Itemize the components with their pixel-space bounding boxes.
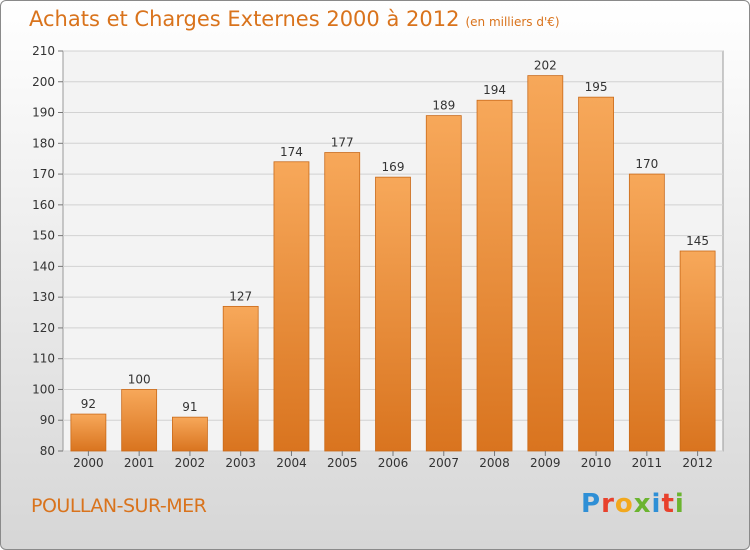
y-tick-label: 130 xyxy=(32,290,55,304)
y-tick-label: 120 xyxy=(32,321,55,335)
y-tick-label: 100 xyxy=(32,382,55,396)
chart-title: Achats et Charges Externes 2000 à 2012 (e… xyxy=(29,7,560,31)
commune-name: POULLAN-SUR-MER xyxy=(31,495,207,517)
y-tick-label: 190 xyxy=(32,106,55,120)
bar xyxy=(578,96,614,452)
logo-letter: i xyxy=(674,489,685,519)
x-tick-label: 2004 xyxy=(276,456,307,470)
data-label: 100 xyxy=(128,372,151,386)
bar xyxy=(679,250,716,452)
data-label: 189 xyxy=(432,99,455,113)
data-label: 91 xyxy=(182,400,197,414)
y-tick-label: 110 xyxy=(32,352,55,366)
x-tick-label: 2008 xyxy=(479,456,510,470)
bar xyxy=(273,161,310,452)
bar xyxy=(425,115,462,452)
x-tick-label: 2007 xyxy=(428,456,459,470)
x-tick-label: 2005 xyxy=(327,456,358,470)
y-tick-label: 150 xyxy=(32,229,55,243)
data-label: 177 xyxy=(331,136,354,150)
x-axis-labels: 2000 2001 2002 2003 2004 2005 2006 2007 2008 2009… xyxy=(73,451,713,470)
x-tick-label: 2010 xyxy=(581,456,612,470)
data-label: 174 xyxy=(280,145,303,159)
proxiti-logo: Proxiti xyxy=(581,489,685,519)
logo-letter: t xyxy=(661,489,675,519)
data-label: 92 xyxy=(81,397,96,411)
y-tick-label: 80 xyxy=(40,444,55,458)
logo-letter: o xyxy=(614,489,634,519)
data-label: 145 xyxy=(686,234,709,248)
x-tick-label: 2006 xyxy=(378,456,409,470)
bar xyxy=(70,413,107,452)
chart-unit: (en milliers d'€) xyxy=(465,15,560,29)
data-label: 170 xyxy=(635,157,658,171)
y-tick-label: 90 xyxy=(40,413,55,427)
x-tick-label: 2000 xyxy=(73,456,104,470)
x-tick-label: 2012 xyxy=(682,456,713,470)
data-label: 169 xyxy=(382,160,405,174)
x-tick-label: 2011 xyxy=(632,456,663,470)
y-axis-labels: 80 90 100 110 120 130 140 150 160 170 180 190 200 210 xyxy=(32,44,55,458)
x-tick-label: 2003 xyxy=(225,456,256,470)
value-labels: 92 100 91 127 174 177 169 189 194 202 195 170 145 xyxy=(81,59,709,415)
y-tick-label: 160 xyxy=(32,198,55,212)
bar xyxy=(121,389,158,452)
y-tick-label: 140 xyxy=(32,259,55,273)
y-tick-label: 200 xyxy=(32,75,55,89)
chart-title-text: Achats et Charges Externes 2000 à 2012 xyxy=(29,7,460,31)
bar xyxy=(375,176,411,452)
y-tick-label: 210 xyxy=(32,44,55,58)
bar xyxy=(172,416,208,452)
bar xyxy=(222,305,259,452)
bar xyxy=(324,152,361,452)
logo-letter: x xyxy=(633,489,652,519)
data-label: 194 xyxy=(483,83,506,97)
bars xyxy=(70,75,716,452)
logo-letter: r xyxy=(601,489,615,519)
bar xyxy=(476,99,513,452)
x-tick-label: 2002 xyxy=(175,456,206,470)
bar xyxy=(527,75,564,452)
bar xyxy=(628,173,665,452)
data-label: 127 xyxy=(229,289,252,303)
x-tick-label: 2001 xyxy=(124,456,155,470)
y-tick-label: 180 xyxy=(32,136,55,150)
logo-letter: i xyxy=(651,489,662,519)
logo-letter: P xyxy=(581,489,602,519)
y-tick-label: 170 xyxy=(32,167,55,181)
x-tick-label: 2009 xyxy=(530,456,561,470)
data-label: 202 xyxy=(534,59,557,73)
data-label: 195 xyxy=(585,80,608,94)
